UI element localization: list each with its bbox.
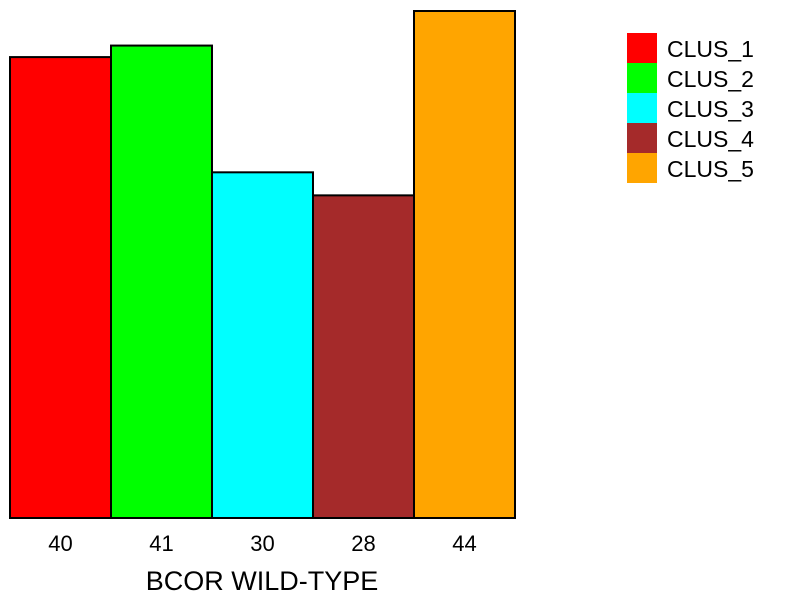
- bar-clus-2: [110, 44, 213, 519]
- legend-swatch-clus-5: [627, 153, 657, 183]
- legend-swatch-clus-2: [627, 63, 657, 93]
- value-labels-group: 40 41 30 28 44: [48, 531, 476, 556]
- bar-clus-1: [9, 56, 112, 520]
- legend-label-clus-2: CLUS_2: [667, 66, 754, 92]
- bar-clus-3: [211, 171, 314, 519]
- value-label-clus-5: 44: [452, 531, 476, 556]
- legend-label-clus-4: CLUS_4: [667, 126, 754, 152]
- value-label-clus-4: 28: [351, 531, 375, 556]
- legend-swatch-clus-4: [627, 123, 657, 153]
- value-label-clus-1: 40: [48, 531, 72, 556]
- legend-swatch-clus-1: [627, 33, 657, 63]
- legend-swatch-clus-3: [627, 93, 657, 123]
- bar-clus-4: [312, 194, 415, 520]
- bars-group: [9, 10, 516, 520]
- legend-label-clus-5: CLUS_5: [667, 156, 754, 182]
- legend-label-clus-3: CLUS_3: [667, 96, 754, 122]
- x-axis-label: BCOR WILD-TYPE: [146, 566, 379, 596]
- legend-label-clus-1: CLUS_1: [667, 36, 754, 62]
- bar-clus-5: [413, 10, 516, 519]
- value-label-clus-2: 41: [149, 531, 173, 556]
- legend: CLUS_1 CLUS_2 CLUS_3 CLUS_4 CLUS_5: [627, 33, 754, 183]
- value-label-clus-3: 30: [250, 531, 274, 556]
